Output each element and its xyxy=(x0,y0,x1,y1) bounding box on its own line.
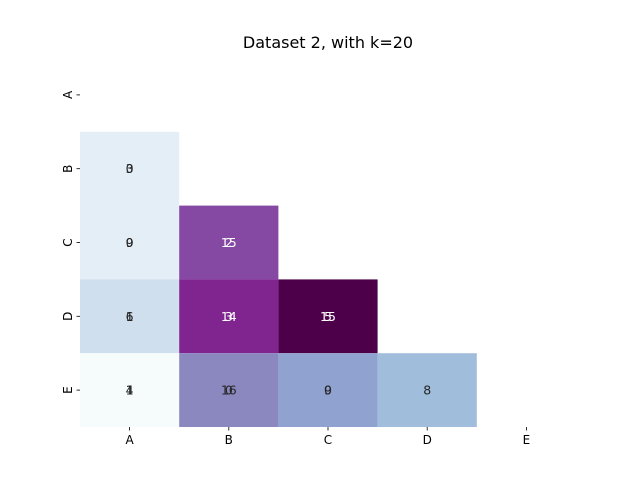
chart-title: Dataset 2, with k=20 xyxy=(243,33,413,52)
heatmap-cell-E-B xyxy=(179,353,279,427)
x-tick-label-B: B xyxy=(225,433,233,447)
heatmap-cell-D-C xyxy=(278,279,378,354)
cell-label-C-B-1: 2 xyxy=(225,235,233,250)
cell-label-E-A-1: 1 xyxy=(126,383,134,398)
cell-label-E-B-0: 16 xyxy=(221,383,237,398)
heatmap-cell-C-B xyxy=(179,205,279,280)
heatmap-cell-B-A xyxy=(80,131,180,206)
cell-label-D-B-0: 14 xyxy=(221,309,237,324)
heatmap-cell-D-B xyxy=(179,279,279,354)
x-tick-label-D: D xyxy=(423,433,432,447)
y-tick-label-B: B xyxy=(61,165,75,173)
heatmap-cells xyxy=(80,131,477,427)
x-tick-label-C: C xyxy=(324,433,332,447)
heatmap-cell-C-A xyxy=(80,205,180,280)
x-tick-label-E: E xyxy=(523,433,531,447)
y-tick-label-A: A xyxy=(61,90,75,99)
x-tick-label-A: A xyxy=(125,433,134,447)
cell-label-D-A-1: 1 xyxy=(126,309,134,324)
cell-label-D-C-0: 15 xyxy=(320,309,336,324)
y-tick-label-C: C xyxy=(61,238,75,246)
cell-label-D-A-0: 6 xyxy=(126,309,134,324)
cell-label-E-A-0: 4 xyxy=(126,383,134,398)
heatmap-cell-E-A xyxy=(80,353,180,427)
cell-label-C-A-1: 0 xyxy=(126,235,134,250)
x-axis: A B C D E xyxy=(125,427,530,447)
heatmap-cell-D-A xyxy=(80,279,180,354)
cell-label-E-C-0: 9 xyxy=(324,383,332,398)
cell-label-E-C-1: 0 xyxy=(324,383,332,398)
heatmap-cell-E-D xyxy=(377,353,477,427)
cell-label-D-B-1: 3 xyxy=(225,309,233,324)
cell-label-E-B-1: 0 xyxy=(225,383,233,398)
y-tick-label-D: D xyxy=(61,312,75,321)
y-tick-label-E: E xyxy=(61,386,75,394)
cell-label-C-A-0: 9 xyxy=(126,235,134,250)
cell-label-C-B-0: 15 xyxy=(221,235,237,250)
cell-label-B-A-0: 3 xyxy=(126,161,134,176)
cell-label-D-C-1: 5 xyxy=(324,309,332,324)
y-axis: A B C D E xyxy=(61,90,80,394)
heatmap-cell-E-C xyxy=(278,353,378,427)
cell-label-E-D-0: 8 xyxy=(423,383,431,398)
cell-label-B-A-1: 0 xyxy=(126,161,134,176)
